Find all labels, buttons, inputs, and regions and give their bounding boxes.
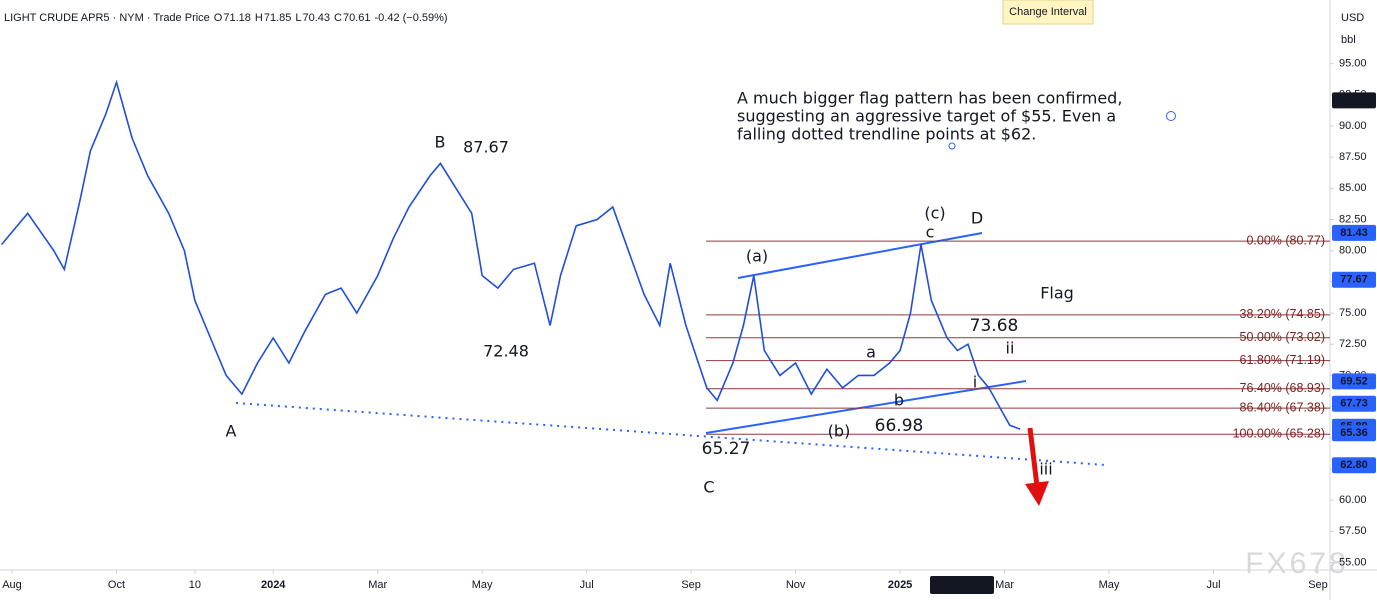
note: A much bigger flag pattern has been conf… xyxy=(737,89,1122,108)
fib-label: 38.20% (74.85) xyxy=(1240,307,1325,321)
fib-label: 61.80% (71.19) xyxy=(1240,353,1325,367)
y-tick-label: 80.00 xyxy=(1339,245,1367,257)
price-tag xyxy=(1332,373,1376,390)
header-text: C xyxy=(334,12,342,24)
x-tick-label: May xyxy=(1099,579,1120,591)
note: falling dotted trendline points at $62. xyxy=(737,125,1036,144)
wave-label: (a) xyxy=(746,247,768,266)
fib-label: 50.00% (73.02) xyxy=(1240,330,1325,344)
price-tag-label: 77.67 xyxy=(1340,274,1368,286)
wave-label: a xyxy=(866,343,876,362)
handle[interactable] xyxy=(1166,111,1176,121)
price-tag-label: 69.52 xyxy=(1340,375,1368,387)
handle[interactable] xyxy=(948,142,956,150)
price-line xyxy=(0,79,1021,430)
x-tick-label: 2024 xyxy=(261,579,286,591)
fib-label: 76.40% (68.93) xyxy=(1240,381,1325,395)
y-tick-label: 75.00 xyxy=(1339,307,1367,319)
x-tick-label: Mar xyxy=(995,579,1014,591)
x-tick-label: Aug xyxy=(2,579,22,591)
price-tag-label: 67.73 xyxy=(1340,398,1368,410)
fib-label: 0.00% (80.77) xyxy=(1246,233,1325,247)
wave-label: B xyxy=(435,133,446,152)
x-tick-label: May xyxy=(472,579,493,591)
tooltip-box xyxy=(1002,0,1094,25)
wave-label: (b) xyxy=(828,422,851,441)
header-text: 71.18 xyxy=(223,12,251,24)
wave-label: i xyxy=(973,373,977,392)
price-note: 87.67 xyxy=(463,138,509,157)
price-tag-label: 81.43 xyxy=(1340,227,1368,239)
flag-upper xyxy=(737,232,983,279)
header-text: 70.43 xyxy=(303,12,331,24)
wave-label: A xyxy=(226,422,237,441)
watermark: FX678 xyxy=(1245,547,1348,580)
price-tag-label: 62.80 xyxy=(1340,459,1368,471)
arrow xyxy=(1025,427,1049,506)
x-tick-label: 2025 xyxy=(888,579,912,591)
price-tag xyxy=(1332,224,1376,241)
unit[interactable]: bbl xyxy=(1341,34,1356,46)
dotted-trendline xyxy=(235,402,1106,466)
wave-label: ii xyxy=(1006,339,1015,358)
y-tick-label: 57.50 xyxy=(1339,525,1367,537)
price-tag-label: 92.05 xyxy=(1340,94,1368,106)
wave-label: (c) xyxy=(924,204,945,223)
cursor-date: 06 Feb '25 xyxy=(936,579,988,591)
header: LIGHT CRUDE APR5 · NYM · Trade Price O 71.… xyxy=(4,12,448,24)
flag-label: Flag xyxy=(1040,284,1074,303)
wave-label: iii xyxy=(1039,460,1052,479)
plot-area xyxy=(0,79,1330,466)
cursor-date-box xyxy=(930,576,994,594)
tooltip: Change Interval xyxy=(1009,6,1087,18)
y-tick-label: 55.00 xyxy=(1339,556,1367,568)
price-note: 65.27 xyxy=(702,439,751,459)
x-tick-label: Oct xyxy=(108,579,125,591)
wave-label: b xyxy=(894,391,904,410)
y-tick-label: 90.00 xyxy=(1339,120,1367,132)
x-tick-label: Sep xyxy=(681,579,701,591)
header-text: -0.42 (−0.59%) xyxy=(375,12,448,24)
wave-label: D xyxy=(971,209,983,228)
price-tag xyxy=(1332,425,1376,442)
note: suggesting an aggressive target of $55. … xyxy=(737,107,1116,126)
x-tick-label: Sep xyxy=(1308,579,1328,591)
price-tag xyxy=(1332,457,1376,474)
wave-label: c xyxy=(926,223,935,242)
flag-lower xyxy=(705,380,1027,434)
price-note: 72.48 xyxy=(483,342,529,361)
y-tick-label: 87.50 xyxy=(1339,151,1367,163)
price-note: 66.98 xyxy=(875,416,924,436)
fib-label: 86.40% (67.38) xyxy=(1240,400,1325,414)
y-tick-label: 72.50 xyxy=(1339,338,1367,350)
x-tick-label: 10 xyxy=(189,579,201,591)
y-tick-label: 60.00 xyxy=(1339,494,1367,506)
price-tag-label: 65.36 xyxy=(1340,427,1368,439)
header-text: LIGHT CRUDE APR5 · NYM · Trade Price xyxy=(4,12,210,24)
price-tag xyxy=(1332,92,1376,109)
header-text: H xyxy=(255,12,263,24)
x-tick-label: Nov xyxy=(786,579,806,591)
y-tick-label: 95.00 xyxy=(1339,58,1367,70)
header-text: 70.61 xyxy=(343,12,371,24)
header-text: 71.85 xyxy=(264,12,292,24)
x-tick-label: Mar xyxy=(368,579,387,591)
wave-label: C xyxy=(703,478,714,497)
y-tick-label: 85.00 xyxy=(1339,182,1367,194)
x-tick-label: Jul xyxy=(1206,579,1220,591)
header-text: L xyxy=(295,12,301,24)
price-tag xyxy=(1332,395,1376,412)
fib-label: 100.00% (65.28) xyxy=(1233,427,1325,441)
header-text: O xyxy=(214,12,223,24)
y-tick-label: 82.50 xyxy=(1339,213,1367,225)
x-tick-label: Jul xyxy=(580,579,594,591)
currency[interactable]: USD xyxy=(1341,12,1364,24)
price-note: 73.68 xyxy=(970,316,1019,336)
price-tag xyxy=(1332,271,1376,288)
annotations: A B 87.67 72.48 C 65.27 (a) (b) 66.98 a … xyxy=(226,89,1176,497)
